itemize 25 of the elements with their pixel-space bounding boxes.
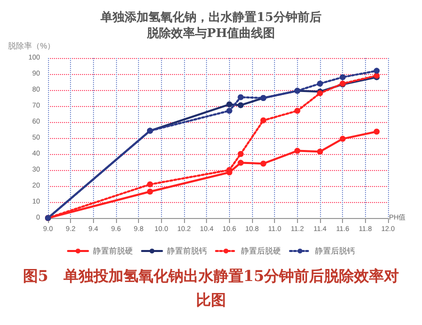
chart-title: 单独添加氢氧化钠，出水静置15分钟前后脱除效率与PH值曲线图 — [100, 10, 322, 40]
point — [147, 181, 153, 188]
point — [260, 117, 266, 124]
point — [374, 68, 380, 74]
point — [294, 108, 300, 114]
point — [374, 128, 380, 135]
point — [238, 102, 244, 108]
legend-label: 静置后脱钙 — [315, 246, 355, 256]
point — [340, 136, 346, 142]
legend-label: 静置前脱钙 — [167, 246, 207, 256]
point — [238, 160, 244, 166]
point — [317, 148, 323, 155]
point — [317, 80, 323, 87]
point — [238, 151, 244, 157]
point — [226, 108, 232, 114]
point — [147, 188, 153, 195]
point — [340, 74, 346, 80]
caption: 图5 单独投加氢氧化钠出水静置15分钟前后脱除效率对比图 — [22, 266, 400, 311]
legend-label: 静置后脱硬 — [241, 246, 281, 256]
point — [260, 160, 266, 167]
point — [238, 94, 244, 100]
point — [294, 148, 300, 154]
y-axis-title: 脱除率（%） — [8, 42, 56, 50]
point — [226, 101, 232, 108]
legend-label: 静置前脱硬 — [93, 246, 133, 256]
